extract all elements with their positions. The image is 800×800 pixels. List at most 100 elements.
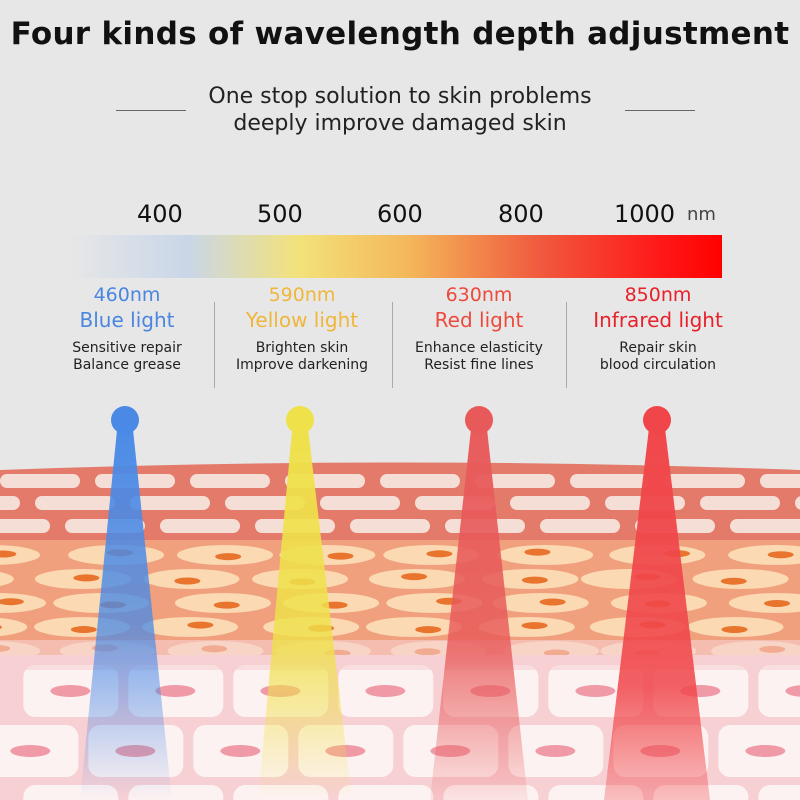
skin-cell — [190, 474, 270, 488]
skin-cell — [0, 519, 50, 533]
skin-cell — [510, 496, 590, 510]
tick-400: 400 — [137, 200, 183, 228]
skin-cell — [380, 474, 460, 488]
skin-cell — [220, 745, 261, 757]
skin-cell — [225, 496, 305, 510]
unit-label: nm — [687, 204, 716, 225]
page-title: Four kinds of wavelength depth adjustmen… — [10, 16, 790, 52]
skin-cell — [0, 545, 41, 565]
skin-cell — [521, 622, 548, 630]
skin-cell — [767, 551, 794, 559]
skin-cell — [524, 548, 551, 556]
column-divider — [392, 302, 393, 388]
wavelength: 590nm — [268, 284, 336, 306]
desc-2: Balance grease — [73, 357, 181, 373]
wavelength: 850nm — [624, 284, 692, 306]
wavelength: 630nm — [445, 284, 513, 306]
skin-cell — [728, 545, 800, 565]
subtitle-line-1: One stop solution to skin problems — [208, 84, 592, 109]
skin-cell — [155, 685, 196, 697]
light-red: 630nm Red light Enhance elasticity Resist… — [389, 284, 569, 374]
wavelength: 460nm — [93, 284, 161, 306]
skin-cell — [70, 626, 97, 634]
skin-cell — [795, 496, 800, 510]
skin-cell — [665, 474, 745, 488]
skin-cell — [570, 474, 650, 488]
skin-cell — [213, 601, 240, 609]
skin-layers-illustration — [0, 406, 800, 800]
desc-2: Improve darkening — [236, 357, 368, 373]
skin-cell — [426, 550, 453, 558]
desc-2: blood circulation — [599, 357, 717, 373]
skin-cell — [50, 685, 91, 697]
light-yellow: 590nm Yellow light Brighten skin Improve … — [212, 284, 392, 374]
desc-1: Repair skin — [619, 340, 697, 356]
light-blue: 460nm Blue light Sensitive repair Balance… — [37, 284, 217, 374]
skin-cell — [0, 617, 28, 637]
divider-right — [625, 110, 695, 111]
skin-cell — [758, 785, 800, 800]
skin-cell — [575, 685, 616, 697]
skin-cell — [720, 577, 747, 585]
skin-cell — [320, 496, 400, 510]
skin-cell — [160, 519, 240, 533]
skin-cell — [539, 598, 566, 606]
wavelength-gradient-bar — [70, 235, 722, 278]
skin-cell — [10, 745, 51, 757]
skin-cell — [130, 496, 210, 510]
desc-1: Brighten skin — [255, 340, 349, 356]
skin-cell — [0, 598, 24, 606]
light-name: Blue light — [79, 308, 175, 332]
skin-cell — [745, 745, 786, 757]
light-beam-blue — [80, 406, 172, 800]
divider-left — [116, 110, 186, 111]
light-infrared: 850nm Infrared light Repair skin blood ci… — [568, 284, 748, 374]
tick-1000: 1000 — [614, 200, 676, 228]
skin-cell — [35, 496, 115, 510]
column-divider — [566, 302, 567, 388]
light-name: Yellow light — [245, 308, 359, 332]
desc-1: Sensitive repair — [72, 340, 182, 356]
skin-cell — [0, 550, 17, 558]
skin-cell — [760, 474, 800, 488]
skin-cell — [497, 545, 594, 565]
tick-800: 800 — [498, 200, 544, 228]
skin-cell — [700, 496, 780, 510]
skin-cell — [365, 685, 406, 697]
skin-cell — [415, 626, 442, 634]
skin-cell — [758, 665, 800, 717]
skin-cell — [350, 519, 430, 533]
tick-500: 500 — [257, 200, 303, 228]
tick-600: 600 — [377, 200, 423, 228]
skin-cell — [0, 625, 2, 629]
light-name: Red light — [434, 308, 524, 332]
skin-cell — [0, 593, 46, 613]
light-beam-infrared — [604, 406, 710, 800]
skin-cell — [73, 574, 100, 582]
skin-cell — [0, 571, 14, 587]
skin-cell — [215, 553, 242, 561]
light-name: Infrared light — [593, 308, 723, 332]
skin-cell — [721, 625, 748, 633]
column-divider — [214, 302, 215, 388]
skin-cell — [0, 496, 20, 510]
subtitle-line-2: deeply improve damaged skin — [233, 111, 567, 136]
skin-cell — [764, 599, 791, 607]
desc-2: Resist fine lines — [424, 357, 534, 373]
skin-cell — [730, 519, 800, 533]
skin-cell — [174, 577, 201, 585]
skin-cell — [475, 474, 555, 488]
skin-cell — [535, 745, 576, 757]
skin-cell — [327, 552, 354, 560]
light-beam-yellow — [258, 406, 352, 800]
skin-cell — [401, 573, 428, 581]
skin-cell — [521, 576, 548, 584]
desc-1: Enhance elasticity — [415, 340, 543, 356]
skin-cell — [540, 519, 620, 533]
light-beam-red — [430, 406, 528, 800]
skin-cell — [366, 617, 463, 637]
skin-cell — [187, 621, 214, 629]
skin-cell — [0, 474, 80, 488]
skin-cell — [785, 685, 800, 697]
skin-cell — [338, 785, 434, 800]
